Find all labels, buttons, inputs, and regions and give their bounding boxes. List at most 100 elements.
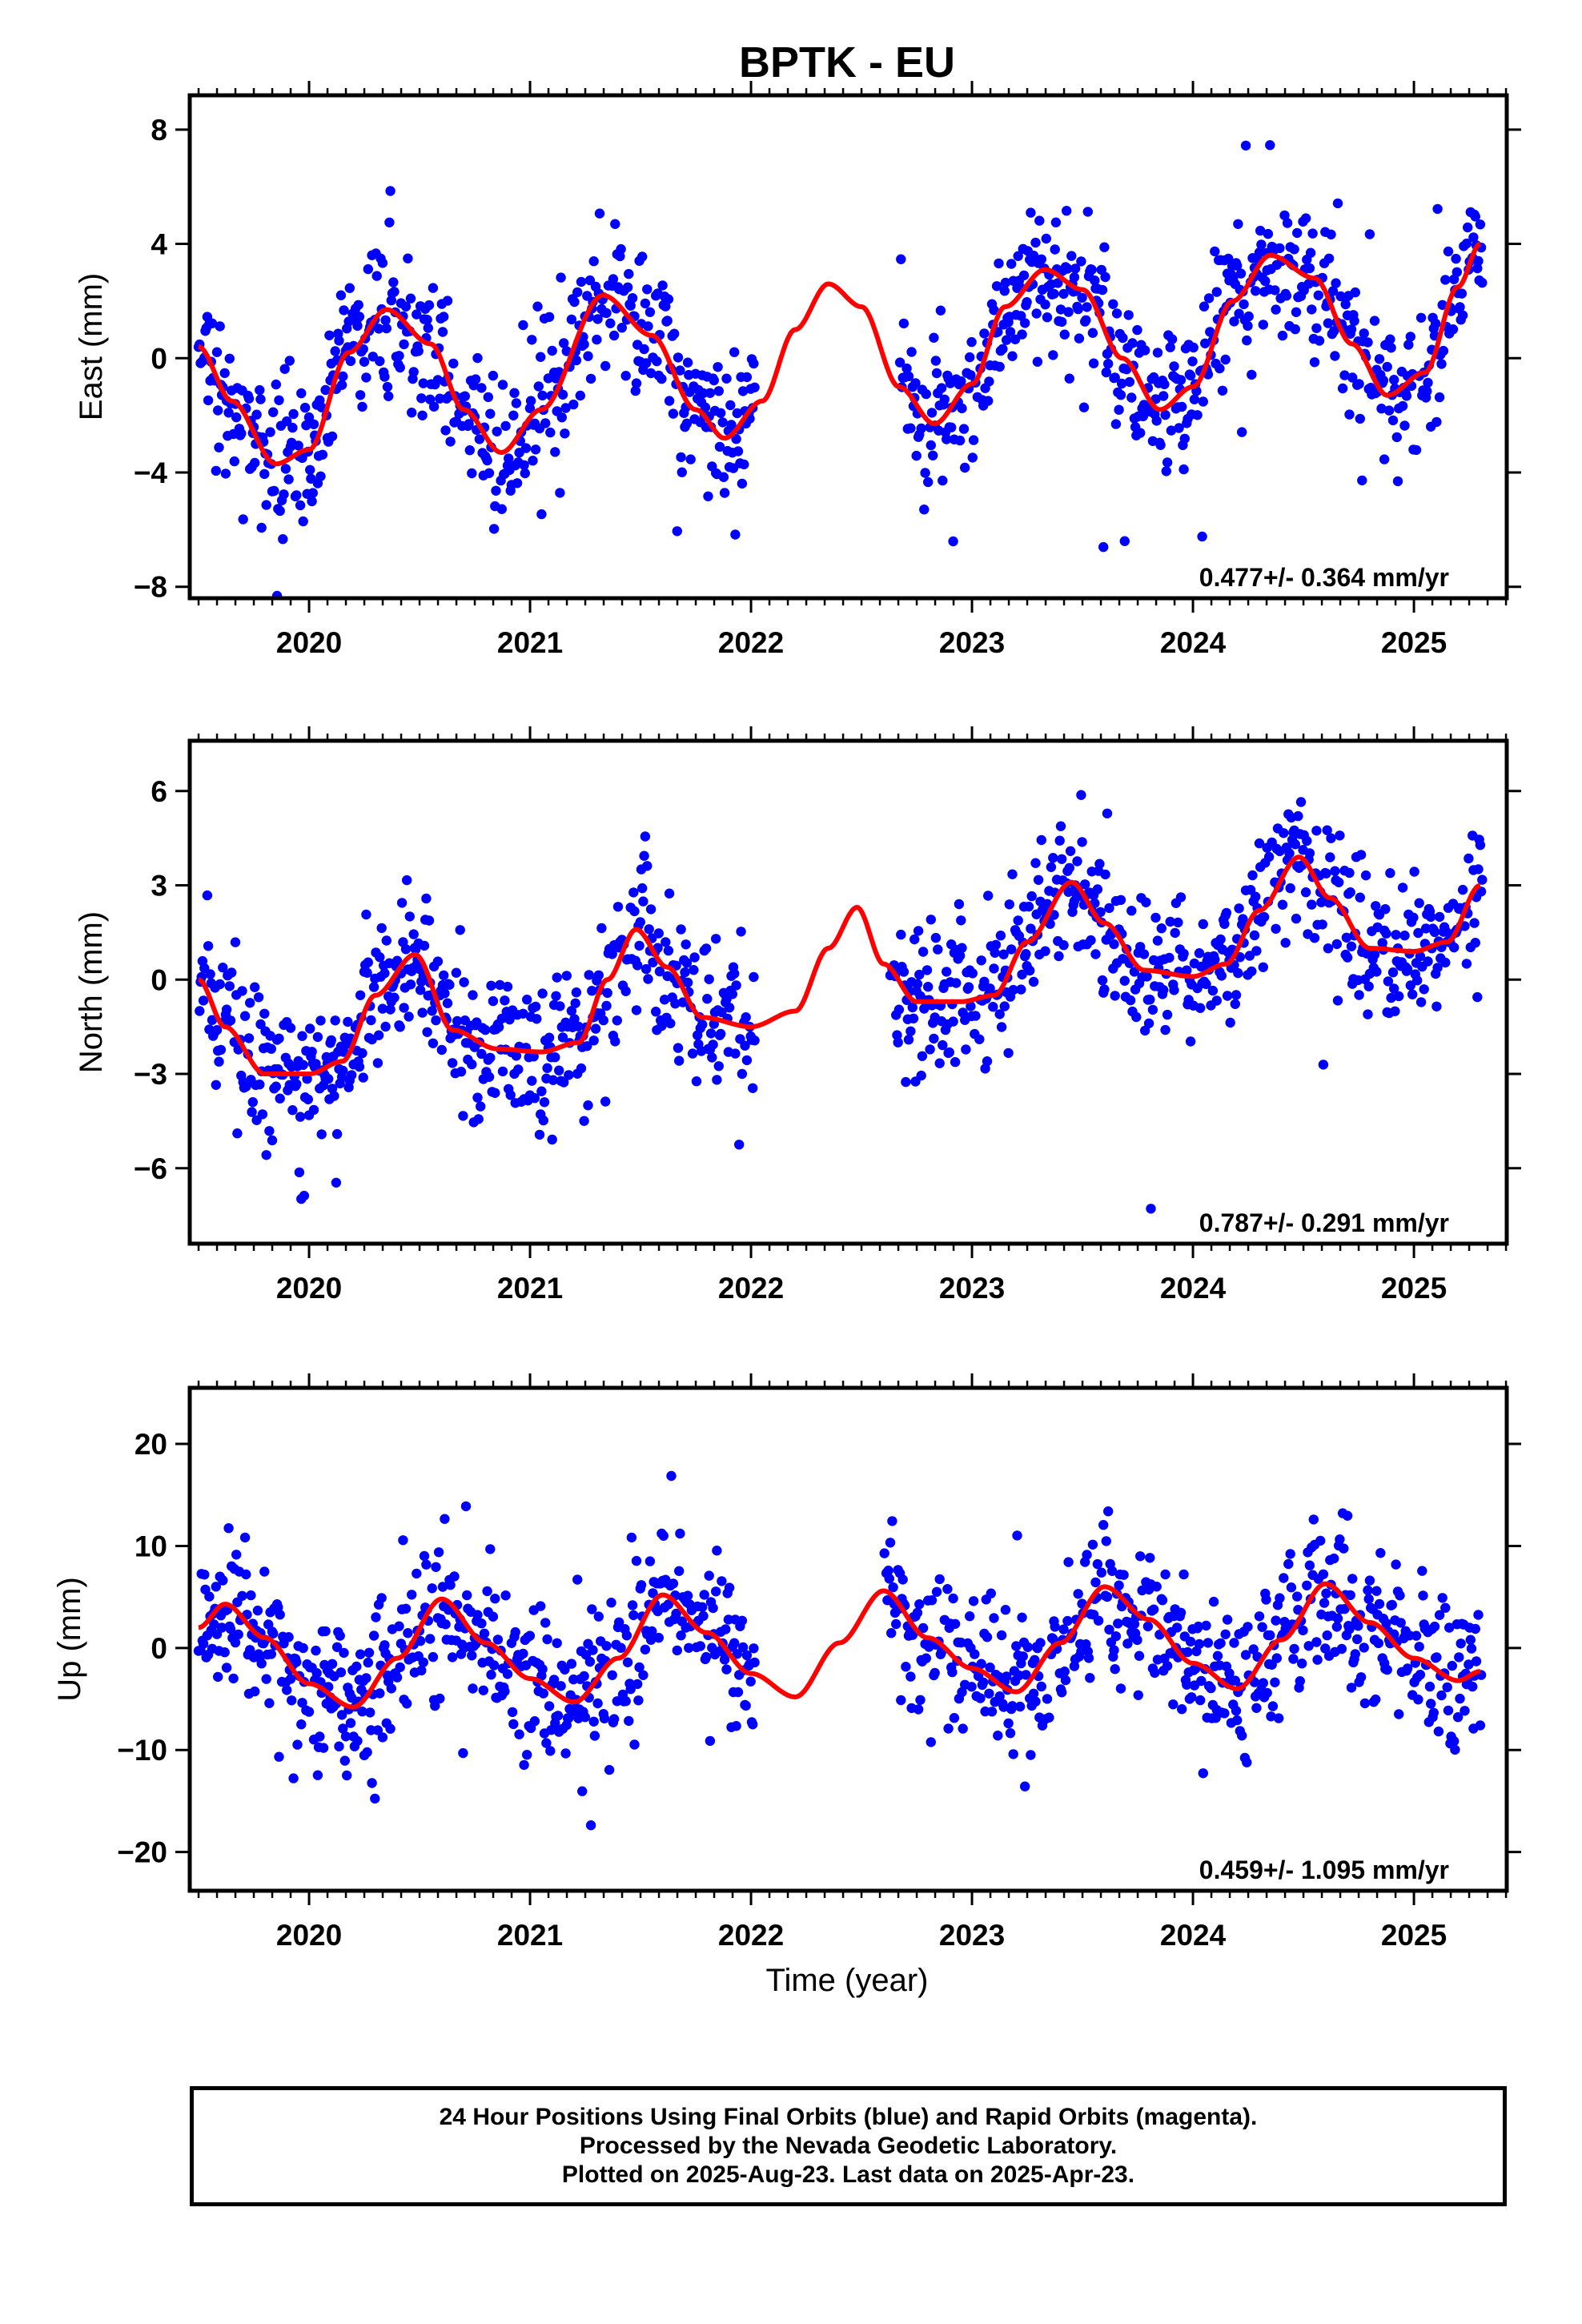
data-point: [373, 1030, 384, 1040]
data-point: [1339, 1543, 1349, 1554]
data-point: [388, 277, 399, 287]
data-point: [1340, 299, 1351, 310]
data-point: [230, 1637, 241, 1648]
data-point: [640, 298, 651, 309]
data-point: [1203, 293, 1215, 304]
data-point: [916, 423, 926, 434]
data-point: [303, 412, 315, 423]
data-point: [1063, 887, 1074, 898]
data-point: [1160, 1569, 1170, 1580]
data-point: [216, 1622, 227, 1633]
data-point: [1409, 866, 1419, 877]
data-point: [1346, 1683, 1357, 1693]
data-point: [1390, 1006, 1400, 1017]
data-point: [1166, 425, 1177, 436]
data-point: [1291, 913, 1302, 924]
data-point: [633, 1695, 644, 1706]
data-point: [570, 998, 580, 1009]
data-point: [1017, 1612, 1027, 1623]
data-point: [1437, 1593, 1447, 1603]
data-point: [644, 924, 654, 935]
data-point: [568, 399, 579, 410]
data-point: [228, 1673, 239, 1684]
data-point: [550, 1052, 560, 1063]
data-point: [566, 1006, 577, 1016]
data-point: [1059, 1667, 1070, 1677]
data-point: [631, 1555, 642, 1566]
data-point: [502, 1669, 513, 1679]
data-point: [484, 1072, 495, 1083]
data-point: [948, 1016, 958, 1027]
data-point: [1143, 1018, 1154, 1029]
data-point: [631, 1005, 642, 1015]
data-point: [724, 1003, 735, 1013]
data-point: [1460, 1706, 1470, 1716]
data-point: [1013, 251, 1023, 261]
data-point: [377, 258, 388, 268]
data-point: [749, 382, 760, 392]
data-point: [687, 1048, 698, 1059]
data-point: [1211, 995, 1223, 1006]
up-rate-label: 0.459+/- 1.095 mm/yr: [1199, 1856, 1449, 1884]
data-point: [942, 434, 952, 444]
data-point: [1424, 1681, 1435, 1692]
data-point: [1312, 1655, 1323, 1665]
data-point: [1346, 324, 1357, 335]
data-point: [1281, 291, 1292, 301]
data-point: [1284, 848, 1295, 858]
data-point: [645, 368, 656, 379]
data-point: [662, 316, 673, 326]
data-point: [386, 1683, 396, 1694]
data-point: [905, 423, 916, 433]
x-axis-label: Time (year): [766, 1963, 929, 1998]
data-point: [1092, 1558, 1103, 1570]
data-point: [1363, 981, 1374, 991]
data-point: [419, 940, 430, 951]
data-point: [1140, 345, 1150, 356]
data-point: [486, 1670, 496, 1680]
data-point: [358, 1072, 368, 1083]
data-point: [1318, 1059, 1329, 1070]
data-point: [1275, 243, 1285, 254]
data-point: [1461, 238, 1472, 249]
data-point: [994, 258, 1004, 269]
data-point: [1360, 870, 1371, 881]
figure-title: BPTK - EU: [739, 38, 955, 86]
data-point: [1026, 923, 1036, 934]
data-point: [488, 995, 499, 1007]
data-point: [1293, 810, 1303, 822]
data-point: [879, 1548, 889, 1558]
data-point: [379, 968, 390, 979]
data-point: [485, 1544, 496, 1554]
data-point: [476, 383, 487, 393]
data-point: [1076, 256, 1086, 267]
data-point: [311, 1645, 321, 1656]
data-point: [1271, 923, 1281, 935]
data-point: [1220, 354, 1231, 365]
data-point: [433, 1547, 444, 1558]
data-point: [519, 1759, 529, 1771]
data-point: [639, 344, 649, 355]
data-point: [1126, 392, 1137, 403]
data-point: [1355, 850, 1367, 860]
data-point: [1282, 218, 1293, 228]
data-point: [415, 985, 426, 995]
data-point: [596, 923, 607, 934]
data-point: [239, 1532, 251, 1543]
data-point: [338, 1065, 348, 1076]
data-point: [1232, 1715, 1243, 1726]
data-point: [357, 1707, 367, 1717]
data-point: [403, 253, 413, 263]
data-point: [612, 902, 624, 912]
data-point: [525, 396, 536, 406]
data-point: [371, 1612, 381, 1622]
y-tick-label: −4: [134, 456, 168, 489]
data-point: [317, 449, 328, 460]
data-point: [1464, 1659, 1474, 1670]
data-point: [1002, 335, 1012, 345]
data-point: [308, 1104, 319, 1116]
north-fit-curve: [197, 854, 1482, 1076]
data-point: [630, 385, 640, 396]
data-point: [1097, 975, 1108, 986]
data-point: [734, 1140, 745, 1150]
